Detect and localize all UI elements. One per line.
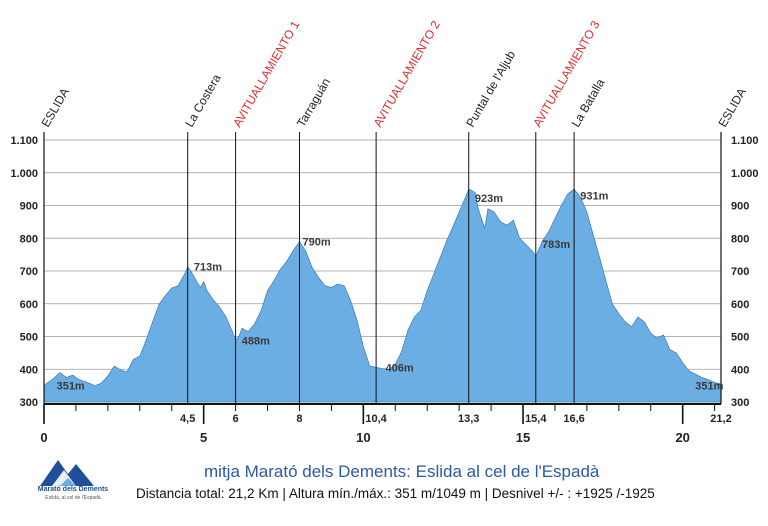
altitude-label: 923m — [475, 193, 503, 205]
x-major-tick-label: 5 — [200, 430, 207, 445]
altitude-label: 783m — [542, 239, 570, 251]
mountain-logo-icon — [40, 460, 94, 486]
waypoint-label: ESLIDA — [38, 86, 71, 130]
y-tick-label-left: 700 — [20, 266, 38, 278]
waypoint-label: La Batalla — [569, 76, 608, 130]
x-minor-tick-label: 6 — [233, 413, 239, 425]
aid-station-label: AVITUALLAMIENTO 1 — [230, 18, 302, 129]
label-layer: 351m 713m 488m 790m 406m 923m 783m 931m 351m — [57, 190, 724, 392]
y-tick-label-left: 1.000 — [10, 168, 38, 180]
logo-title: Marató dels Dements — [37, 486, 109, 493]
x-minor-tick-label: 10,4 — [365, 413, 387, 425]
y-tick-label-right: 900 — [731, 201, 749, 213]
area-layer — [43, 188, 722, 403]
elevation-area — [43, 188, 722, 403]
altitude-label: 713m — [194, 262, 222, 274]
altitude-label: 351m — [57, 380, 85, 392]
waypoint-label: Puntal de l'Aljub — [463, 48, 518, 129]
y-tick-label-right: 700 — [731, 266, 749, 278]
y-tick-label-left: 500 — [20, 332, 38, 344]
x-minor-tick-label: 21,2 — [710, 413, 731, 425]
y-tick-label-left: 400 — [20, 364, 38, 376]
elevation-profile-chart: 300 300 400 400 500 500 600 600 700 700 800 800 900 9… — [10, 18, 759, 445]
route-stats: Distancia total: 21,2 Km | Altura mín./m… — [136, 486, 655, 501]
aid-station-label: AVITUALLAMIENTO 3 — [530, 18, 602, 129]
chart-title-sub: Eslida al cel de l'Espadà — [410, 462, 600, 481]
y-tick-label-left: 800 — [20, 233, 38, 245]
x-minor-tick-label: 15,4 — [525, 413, 547, 425]
y-tick-label-left: 900 — [20, 201, 38, 213]
chart-title: mitja Marató dels Dements: Eslida al cel… — [204, 462, 599, 482]
waypoint-label: La Costera — [182, 71, 224, 129]
chart-title-main: mitja Marató dels Dements: — [204, 462, 411, 481]
altitude-label: 931m — [580, 190, 608, 202]
x-minor-tick-label: 4,5 — [180, 413, 195, 425]
y-tick-label-left: 1.100 — [10, 135, 38, 147]
y-tick-label-right: 1.000 — [731, 168, 759, 180]
aid-station-label: AVITUALLAMIENTO 2 — [371, 18, 443, 129]
y-tick-label-right: 600 — [731, 299, 749, 311]
x-minor-tick-label: 16,6 — [563, 413, 584, 425]
x-minor-tick-label: 8 — [296, 413, 302, 425]
waypoint-label: ESLIDA — [715, 86, 748, 130]
y-tick-label-right: 400 — [731, 364, 749, 376]
y-tick-label-right: 1.100 — [731, 135, 759, 147]
logo — [30, 452, 122, 514]
y-tick-label-right: 500 — [731, 332, 749, 344]
waypoint-label: Tarraguán — [294, 76, 333, 130]
y-tick-label-right: 300 — [731, 397, 749, 409]
logo-subtitle: Eslida, al cel de l'Espadà — [45, 495, 101, 501]
altitude-label: 790m — [302, 237, 330, 249]
axis-layer: 300 300 400 400 500 500 600 600 700 700 800 800 900 9… — [10, 132, 759, 445]
altitude-label: 488m — [242, 335, 270, 347]
x-major-tick-label: 0 — [40, 430, 47, 445]
y-tick-label-right: 800 — [731, 233, 749, 245]
x-major-tick-label: 10 — [356, 430, 370, 445]
altitude-label: 351m — [695, 380, 723, 392]
x-major-tick-label: 20 — [675, 430, 689, 445]
x-major-tick-label: 15 — [516, 430, 530, 445]
y-tick-label-left: 600 — [20, 299, 38, 311]
y-tick-label-left: 300 — [20, 397, 38, 409]
altitude-label: 406m — [386, 362, 414, 374]
x-minor-tick-label: 13,3 — [458, 413, 479, 425]
